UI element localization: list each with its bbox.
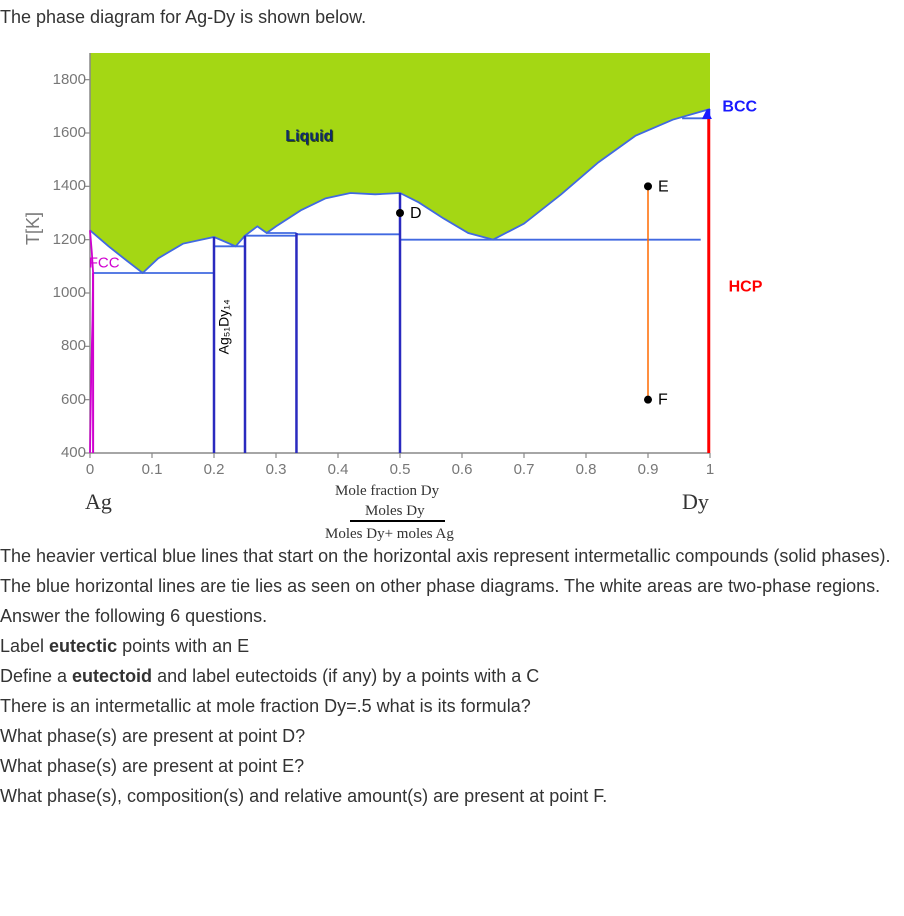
ytick: 800 <box>50 335 86 358</box>
frac-bottom: Moles Dy+ moles Ag <box>325 523 454 546</box>
x-right-end: Dy <box>682 485 709 518</box>
question: What phase(s), composition(s) and relati… <box>0 783 904 810</box>
svg-text:HCP: HCP <box>729 279 763 296</box>
svg-text:Liquid: Liquid <box>285 128 333 145</box>
ytick: 1000 <box>50 282 86 305</box>
ytick: 600 <box>50 388 86 411</box>
question: Label eutectic points with an E <box>0 633 904 660</box>
ytick: 1200 <box>50 228 86 251</box>
y-axis-label: T[K] <box>20 212 47 245</box>
question: What phase(s) are present at point D? <box>0 723 904 750</box>
xtick: 0.4 <box>328 459 349 482</box>
frac-line <box>350 520 445 522</box>
ytick: 1400 <box>50 175 86 198</box>
xtick: 0.7 <box>514 459 535 482</box>
svg-text:F: F <box>658 392 668 409</box>
svg-text:Ag₅₁Dy₁₄: Ag₅₁Dy₁₄ <box>215 299 231 354</box>
xtick: 0.8 <box>576 459 597 482</box>
xtick: 0.5 <box>390 459 411 482</box>
question: There is an intermetallic at mole fracti… <box>0 693 904 720</box>
x-left-end: Ag <box>85 485 112 518</box>
ytick: 1600 <box>50 122 86 145</box>
svg-text:E: E <box>658 178 669 195</box>
ytick: 1800 <box>50 68 86 91</box>
xtick: 1 <box>706 459 714 482</box>
svg-text:FCC: FCC <box>89 255 120 272</box>
xtick: 0.2 <box>204 459 225 482</box>
plot-area: LiquidLiquidFCCHCPBCCAg₅₁Dy₁₄DEF <box>90 53 710 453</box>
intro-text: The phase diagram for Ag-Dy is shown bel… <box>0 4 904 31</box>
xtick: 0.9 <box>638 459 659 482</box>
xtick: 0.1 <box>142 459 163 482</box>
question: What phase(s) are present at point E? <box>0 753 904 780</box>
explain-text: The blue horizontal lines are tie lies a… <box>0 573 904 600</box>
questions-block: The heavier vertical blue lines that sta… <box>0 543 904 810</box>
explain-text: Answer the following 6 questions. <box>0 603 904 630</box>
svg-text:D: D <box>410 205 422 222</box>
xtick: 0.3 <box>266 459 287 482</box>
svg-text:BCC: BCC <box>722 99 757 116</box>
question: Define a eutectoid and label eutectoids … <box>0 663 904 690</box>
phase-diagram: T[K] LiquidLiquidFCCHCPBCCAg₅₁Dy₁₄DEF 40… <box>30 45 790 525</box>
page: The phase diagram for Ag-Dy is shown bel… <box>0 0 904 810</box>
ytick: 400 <box>50 442 86 465</box>
xtick: 0.6 <box>452 459 473 482</box>
plot-svg: LiquidLiquidFCCHCPBCCAg₅₁Dy₁₄DEF <box>90 53 710 453</box>
explain-text: The heavier vertical blue lines that sta… <box>0 543 904 570</box>
xtick: 0 <box>86 459 94 482</box>
